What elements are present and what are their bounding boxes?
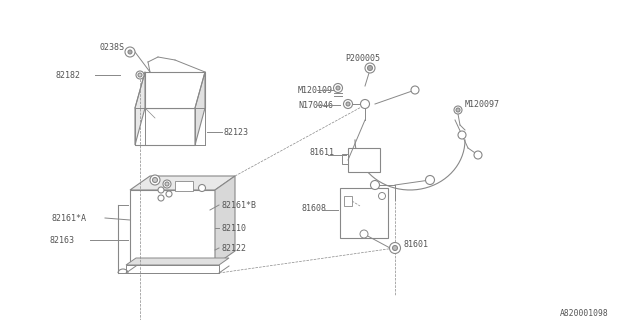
Circle shape <box>411 86 419 94</box>
Polygon shape <box>145 72 205 108</box>
Circle shape <box>371 180 380 189</box>
Circle shape <box>456 108 460 112</box>
Circle shape <box>360 230 368 238</box>
Circle shape <box>198 185 205 191</box>
Circle shape <box>474 151 482 159</box>
Text: N170046: N170046 <box>298 100 333 109</box>
Circle shape <box>367 66 372 70</box>
Text: 81601: 81601 <box>403 239 428 249</box>
FancyBboxPatch shape <box>342 154 348 164</box>
Circle shape <box>346 102 350 106</box>
Circle shape <box>344 100 353 108</box>
Polygon shape <box>135 108 195 145</box>
Text: 81608: 81608 <box>302 204 327 212</box>
Circle shape <box>165 182 169 186</box>
Circle shape <box>390 243 401 253</box>
Circle shape <box>163 180 171 188</box>
Circle shape <box>152 178 157 182</box>
Text: 81611: 81611 <box>310 148 335 156</box>
Circle shape <box>378 193 385 199</box>
Circle shape <box>125 47 135 57</box>
Circle shape <box>333 84 342 92</box>
Circle shape <box>128 50 132 54</box>
FancyBboxPatch shape <box>344 196 352 206</box>
FancyBboxPatch shape <box>175 181 193 191</box>
Text: P200005: P200005 <box>345 53 380 62</box>
Circle shape <box>365 63 375 73</box>
Text: 82161*B: 82161*B <box>222 201 257 210</box>
Polygon shape <box>130 176 235 190</box>
Polygon shape <box>195 72 205 145</box>
Circle shape <box>166 191 172 197</box>
Text: M120109: M120109 <box>298 85 333 94</box>
FancyBboxPatch shape <box>348 148 380 172</box>
Polygon shape <box>135 72 145 145</box>
Circle shape <box>454 106 462 114</box>
Text: 82161*A: 82161*A <box>52 213 87 222</box>
Circle shape <box>158 187 164 193</box>
Text: 82182: 82182 <box>55 70 80 79</box>
Circle shape <box>136 71 144 79</box>
Text: A820001098: A820001098 <box>560 308 609 317</box>
Text: 82163: 82163 <box>50 236 75 244</box>
Text: 82122: 82122 <box>222 244 247 252</box>
Text: 82123: 82123 <box>224 127 249 137</box>
Text: 0238S: 0238S <box>100 43 125 52</box>
FancyBboxPatch shape <box>340 188 388 238</box>
Circle shape <box>150 175 160 185</box>
FancyBboxPatch shape <box>130 190 215 265</box>
Polygon shape <box>126 258 229 265</box>
Circle shape <box>138 73 142 77</box>
Text: M120097: M120097 <box>465 100 500 108</box>
Circle shape <box>336 86 340 90</box>
Circle shape <box>458 131 466 139</box>
Circle shape <box>360 100 369 108</box>
Circle shape <box>426 175 435 185</box>
Circle shape <box>158 195 164 201</box>
Polygon shape <box>215 176 235 265</box>
Text: 82110: 82110 <box>222 223 247 233</box>
FancyBboxPatch shape <box>126 265 219 273</box>
Circle shape <box>392 245 397 251</box>
